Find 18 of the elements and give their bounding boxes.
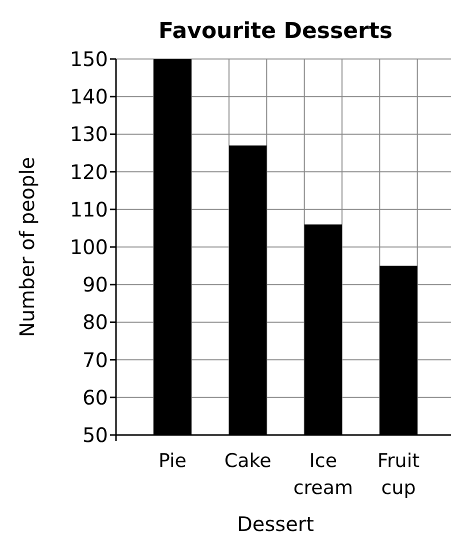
x-tick-label: Cake bbox=[224, 450, 272, 472]
chart-title: Favourite Desserts bbox=[158, 19, 392, 44]
y-tick-label: 70 bbox=[82, 348, 108, 372]
x-axis-title: Dessert bbox=[237, 512, 314, 536]
y-tick-label: 130 bbox=[70, 122, 108, 146]
y-tick-label: 60 bbox=[82, 385, 108, 410]
y-tick-label: 150 bbox=[70, 47, 108, 71]
y-axis-title: Number of people bbox=[15, 156, 39, 338]
y-tick-label: 140 bbox=[70, 84, 108, 109]
y-tick-label: 50 bbox=[82, 423, 108, 447]
y-tick-label: 90 bbox=[82, 272, 108, 297]
x-tick-label: Fruit cup bbox=[377, 450, 420, 499]
y-tick-label: 120 bbox=[70, 160, 108, 184]
y-tick-label: 80 bbox=[82, 310, 108, 334]
x-tick-label: Ice cream bbox=[293, 450, 354, 499]
y-tick-label: 110 bbox=[70, 197, 108, 222]
y-tick-label: 100 bbox=[70, 235, 108, 259]
x-tick-label: Pie bbox=[158, 450, 187, 472]
